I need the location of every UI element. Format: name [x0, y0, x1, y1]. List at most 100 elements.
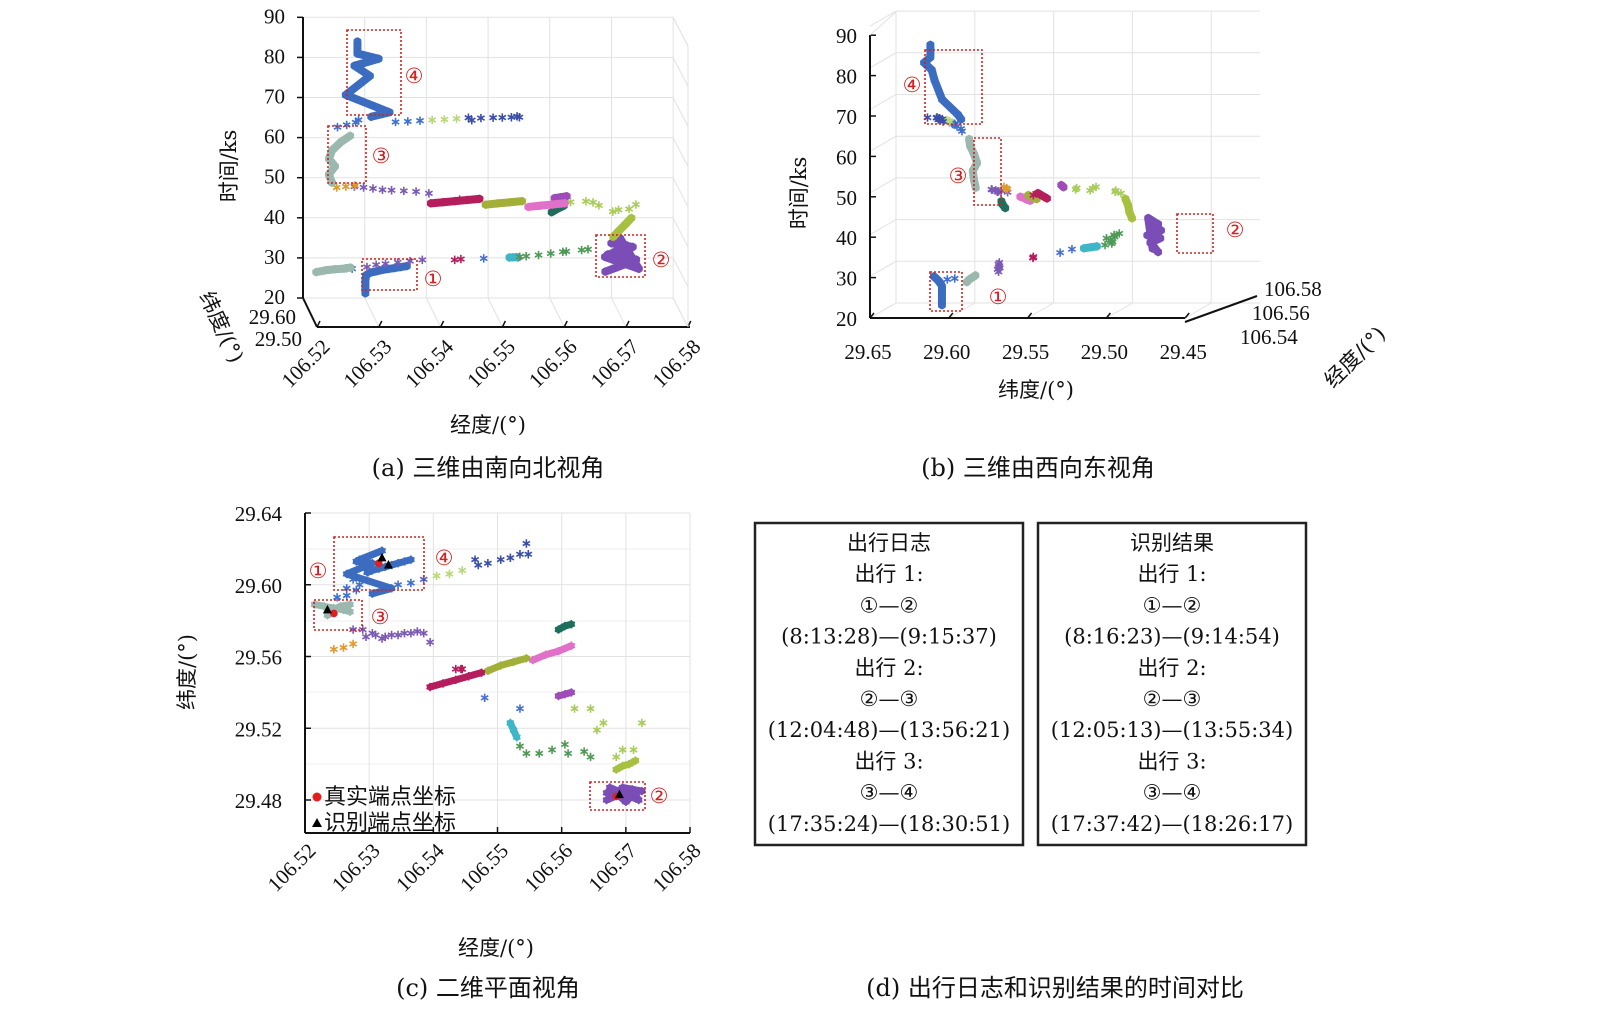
data-point	[378, 265, 387, 275]
data-point	[580, 747, 589, 756]
region-label: ②	[652, 248, 671, 272]
data-point	[385, 108, 394, 117]
data-point	[546, 249, 555, 258]
data-point	[1102, 234, 1111, 243]
data-point	[599, 718, 608, 728]
y-tick-label: 29.52	[235, 717, 282, 741]
region-label: ①	[989, 285, 1008, 309]
table-line: (17:37:42)—(18:26:17)	[1051, 812, 1293, 836]
data-point	[554, 625, 563, 634]
travel-log-box	[753, 521, 1025, 847]
data-point	[966, 141, 975, 150]
region-box	[333, 536, 425, 591]
data-point	[600, 252, 610, 262]
region-label: ④	[435, 546, 454, 570]
y-tick-label: 40	[836, 226, 857, 250]
data-point	[365, 71, 374, 81]
data-point	[418, 255, 427, 265]
data-point	[493, 199, 502, 208]
data-point	[1144, 213, 1153, 223]
grid-line	[672, 217, 689, 248]
data-point	[602, 788, 611, 798]
grid-line	[948, 302, 976, 319]
trajectory-segment	[529, 642, 575, 664]
y-tick-label: 90	[264, 4, 285, 28]
data-point	[368, 589, 377, 598]
region-box	[1176, 213, 1214, 254]
data-point	[350, 181, 359, 190]
data-point	[1147, 233, 1156, 242]
x-tick	[1184, 312, 1190, 319]
data-point	[628, 242, 637, 252]
x-tick-label: 106.52	[263, 839, 321, 897]
data-point	[995, 258, 1004, 267]
panel-b-zlabel: 经度/(°)	[1320, 322, 1391, 393]
legend-triangle-marker	[312, 818, 322, 827]
data-point	[631, 788, 640, 798]
y-tick-label: 40	[264, 205, 285, 229]
data-point	[509, 725, 518, 735]
data-point	[618, 745, 627, 755]
legend-identified-endpoints: 识别端点坐标	[324, 811, 456, 836]
data-point	[432, 571, 441, 580]
panel-b-xlabel: 纬度/(°)	[998, 378, 1074, 402]
data-point	[400, 557, 409, 566]
caption-c: (c) 二维平面视角	[396, 974, 580, 1002]
data-point	[333, 593, 342, 602]
table-title: 识别结果	[1130, 531, 1214, 555]
data-point	[368, 628, 377, 638]
data-point	[412, 187, 421, 196]
data-point	[625, 759, 634, 769]
data-point	[450, 255, 459, 265]
data-point	[399, 186, 408, 196]
data-point	[391, 117, 400, 127]
x-tick-label: 106.57	[586, 335, 644, 393]
table-line: ③—④	[860, 781, 919, 805]
data-point	[393, 258, 402, 267]
grid-line	[869, 260, 897, 277]
data-point	[560, 199, 569, 208]
data-point	[367, 112, 376, 121]
data-point	[609, 232, 618, 242]
grid-line	[672, 137, 689, 167]
data-point	[592, 725, 602, 735]
data-point	[564, 749, 573, 758]
region-box	[924, 49, 983, 125]
data-point	[324, 154, 334, 164]
data-point	[625, 204, 634, 214]
region-label: ②	[650, 784, 669, 808]
data-point	[1156, 234, 1165, 243]
grid-line	[611, 297, 627, 328]
data-point	[353, 49, 362, 58]
data-point	[953, 110, 962, 119]
data-point	[496, 555, 505, 564]
data-point	[341, 90, 350, 100]
data-point	[1148, 244, 1157, 253]
data-point	[413, 627, 422, 636]
data-point	[456, 664, 465, 674]
x-tick-label: 106.53	[327, 839, 385, 897]
x-tick-label: 106.56	[524, 335, 582, 393]
data-point	[1079, 244, 1088, 253]
data-point	[350, 61, 359, 70]
grid-line	[869, 10, 897, 27]
region-label: ④	[405, 64, 424, 88]
data-point	[415, 116, 425, 125]
identified-endpoint-marker	[377, 552, 387, 562]
data-point	[321, 266, 330, 275]
panel-c-xlabel: 经度/(°)	[458, 936, 534, 960]
data-point	[515, 704, 525, 713]
trajectory-segment	[341, 37, 394, 121]
data-point	[926, 40, 935, 50]
data-point	[1067, 244, 1076, 254]
data-point	[1115, 229, 1124, 238]
trajectory-segment	[609, 213, 636, 241]
y-tick-label: 20	[264, 285, 285, 309]
caption-d: (d) 出行日志和识别结果的时间对比	[866, 974, 1244, 1002]
data-point	[1029, 252, 1038, 262]
grid-line	[1027, 302, 1054, 319]
grid-line	[672, 177, 689, 207]
